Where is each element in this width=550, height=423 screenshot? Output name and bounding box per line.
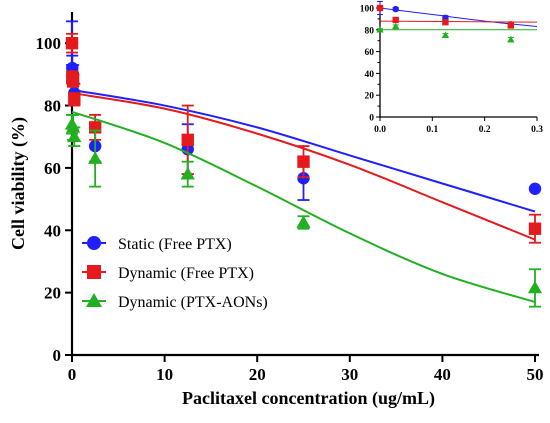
series-2 xyxy=(64,110,543,308)
x-tick-label: 50 xyxy=(527,365,544,384)
inset-series-1 xyxy=(376,4,538,29)
data-point xyxy=(180,167,195,180)
fit-line xyxy=(71,88,536,213)
y-axis-title: Cell viability (%) xyxy=(8,117,29,250)
data-point xyxy=(296,215,311,228)
x-tick-label: 30 xyxy=(341,365,358,384)
inset-y-tick-label: 40 xyxy=(365,70,375,80)
x-tick-label: 40 xyxy=(434,365,451,384)
data-point xyxy=(66,74,80,87)
data-point xyxy=(528,182,542,196)
inset-y-tick-label: 0 xyxy=(369,114,374,124)
inset-y-tick-label: 80 xyxy=(365,26,375,36)
data-point xyxy=(88,151,103,164)
legend-marker xyxy=(87,265,101,279)
x-tick-label: 10 xyxy=(156,365,173,384)
legend-marker xyxy=(87,236,101,250)
inset-data-point xyxy=(376,4,384,12)
data-point xyxy=(528,222,542,235)
y-tick-label: 40 xyxy=(44,221,61,240)
inset-data-point xyxy=(392,16,399,24)
inset-x-tick-label: 0.0 xyxy=(374,125,386,135)
inset-y-tick-label: 100 xyxy=(360,5,375,15)
inset-data-point xyxy=(442,18,449,26)
data-point xyxy=(65,36,79,50)
legend: Static (Free PTX) Dynamic (Free PTX) Dynam… xyxy=(82,236,268,311)
data-point xyxy=(297,155,310,168)
x-axis-title: Paclitaxel concentration (ug/mL) xyxy=(182,388,435,409)
legend-item-0: Static (Free PTX) xyxy=(82,236,232,253)
inset-series-2 xyxy=(376,22,537,43)
data-point xyxy=(181,133,194,147)
legend-label: Dynamic (Free PTX) xyxy=(118,265,254,282)
data-point xyxy=(527,280,543,294)
x-tick-label: 0 xyxy=(68,365,77,384)
inset-fit-line xyxy=(379,20,538,23)
inset-x-tick-label: 0.1 xyxy=(426,125,438,135)
inset-plot-area: 0 20 40 60 80 100 0.0 0.1 0.2 0.3 xyxy=(360,0,543,135)
y-tick-label: 0 xyxy=(53,346,62,365)
inset-data-point xyxy=(507,35,515,43)
inset-y-tick-label: 60 xyxy=(365,48,375,58)
y-tick-label: 100 xyxy=(36,34,62,53)
legend-label: Static (Free PTX) xyxy=(118,236,232,253)
y-tick-label: 20 xyxy=(44,284,61,303)
inset-y-tick-label: 20 xyxy=(365,92,375,102)
inset-data-point xyxy=(392,22,400,30)
series-1 xyxy=(65,32,542,244)
inset-fit-line xyxy=(379,7,538,28)
x-tick-label: 20 xyxy=(249,365,266,384)
inset-x-tick-label: 0.2 xyxy=(479,125,491,135)
legend-item-1: Dynamic (Free PTX) xyxy=(82,265,254,282)
y-tick-label: 60 xyxy=(44,159,61,178)
inset-data-point xyxy=(392,5,399,13)
fit-line xyxy=(71,110,536,303)
inset-data-point xyxy=(507,22,515,29)
data-point xyxy=(67,129,82,143)
y-tick-label: 80 xyxy=(44,97,61,116)
main-plot-area: 0 20 40 60 80 100 0 10 20 30 40 50 Paclitaxel concen… xyxy=(8,12,544,409)
data-point xyxy=(297,171,310,185)
legend-marker xyxy=(85,292,103,308)
legend-label: Dynamic (PTX-AONs) xyxy=(118,294,268,311)
inset-data-point xyxy=(441,31,450,39)
inset-data-point xyxy=(376,26,384,33)
inset-x-tick-label: 0.3 xyxy=(531,125,543,135)
data-point xyxy=(68,93,81,106)
legend-item-2: Dynamic (PTX-AONs) xyxy=(82,292,268,311)
